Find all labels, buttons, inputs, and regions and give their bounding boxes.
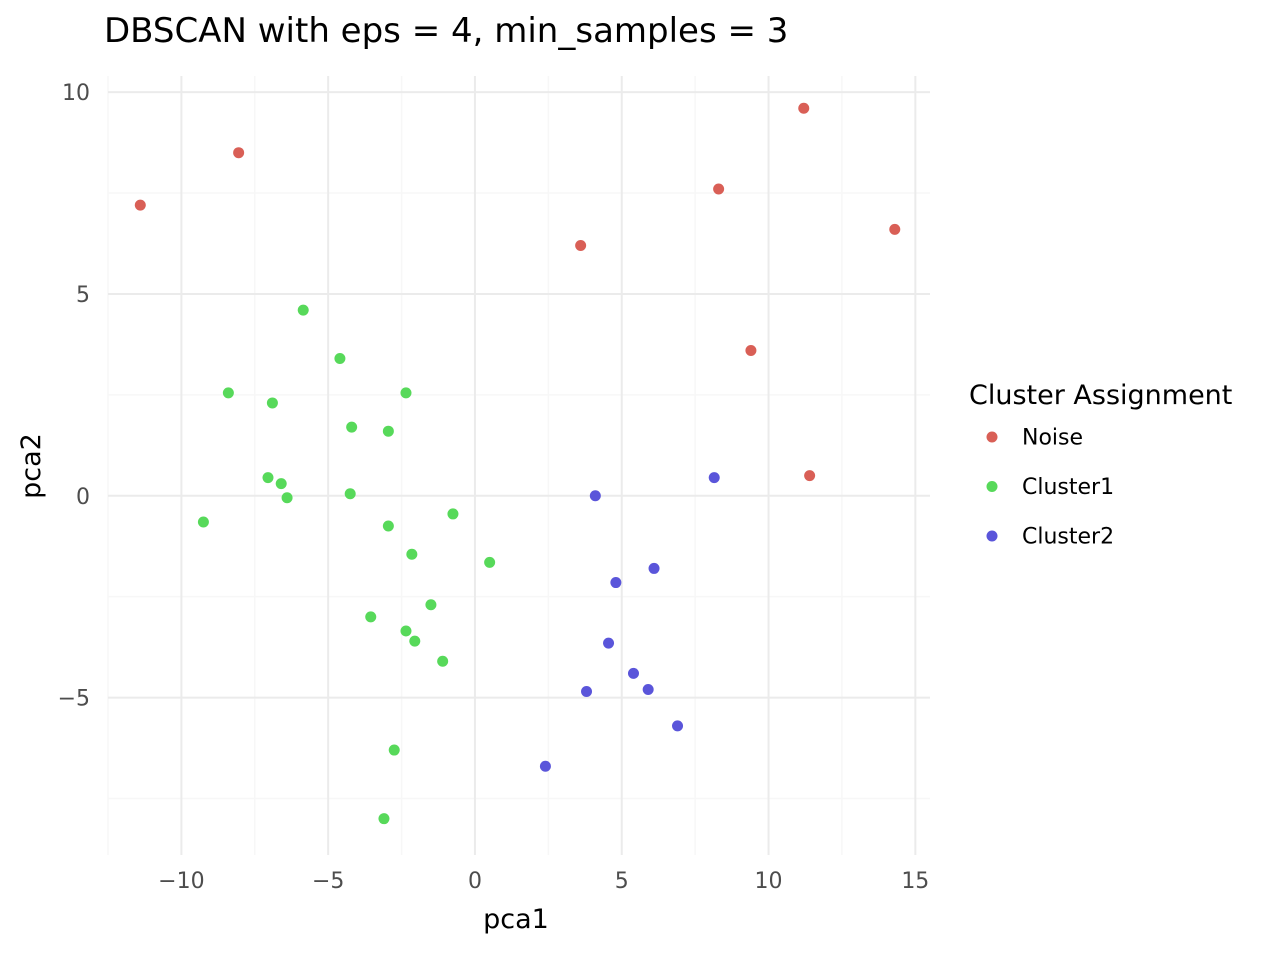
x-axis-title: pca1 [483,904,549,935]
chart-title: DBSCAN with eps = 4, min_samples = 3 [104,11,788,51]
data-point-cluster2 [708,472,720,484]
data-point-cluster1 [297,304,309,316]
data-point-cluster1 [281,492,293,504]
legend-title: Cluster Assignment [969,380,1232,411]
legend-key-cluster1 [986,481,998,492]
legend-key-cluster2 [986,530,998,542]
data-point-cluster1 [425,599,437,611]
x-tick-label: −10 [158,869,204,894]
data-point-cluster2 [610,577,622,589]
data-point-cluster1 [484,556,496,568]
data-point-cluster1 [400,387,412,399]
data-point-noise [798,102,810,114]
data-point-cluster1 [382,520,394,532]
data-point-cluster1 [275,478,287,490]
data-point-cluster1 [222,387,234,399]
grid [107,76,930,855]
data-point-cluster1 [262,472,274,484]
data-point-cluster1 [197,516,209,528]
data-point-noise [134,199,146,211]
y-axis-ticks: −5 0 5 10 [58,81,90,711]
data-point-cluster1 [388,744,400,756]
x-axis-ticks: −10 −5 0 5 10 15 [158,869,929,894]
y-axis-title: pca2 [16,433,47,499]
data-point-cluster2 [672,720,684,732]
x-tick-label: 15 [901,869,929,894]
data-point-noise [575,240,587,252]
legend-label-noise: Noise [1022,426,1083,451]
data-point-noise [233,147,245,159]
data-point-cluster2 [589,490,601,502]
y-tick-label: 5 [76,283,90,308]
data-point-cluster2 [581,686,593,698]
data-point-noise [804,470,816,482]
legend: Cluster Assignment Noise Cluster1 Cluster2 [969,380,1232,550]
x-tick-label: 10 [755,869,783,894]
data-point-cluster1 [447,508,459,520]
data-point-noise [713,183,725,195]
data-point-cluster1 [334,353,346,365]
data-point-cluster1 [378,813,390,825]
data-point-cluster2 [642,684,654,696]
data-point-cluster2 [648,562,660,574]
data-point-cluster1 [266,397,278,409]
data-point-cluster1 [437,655,449,667]
data-point-cluster1 [344,488,356,500]
x-tick-label: 5 [615,869,629,894]
legend-key-noise [986,431,998,443]
data-point-cluster1 [409,635,421,647]
data-point-cluster2 [603,637,615,649]
data-point-cluster1 [382,425,394,437]
data-point-cluster1 [400,625,412,637]
y-tick-label: −5 [58,687,90,712]
data-point-noise [745,344,757,356]
data-point-cluster1 [365,611,377,623]
y-tick-label: 10 [62,81,90,106]
legend-label-cluster1: Cluster1 [1022,475,1114,500]
data-point-cluster2 [627,667,639,679]
data-point-noise [889,223,901,235]
data-points [134,102,901,825]
data-point-cluster1 [406,548,418,560]
data-point-cluster1 [346,421,358,433]
x-tick-label: −5 [312,869,344,894]
x-tick-label: 0 [468,869,482,894]
data-point-cluster2 [539,760,551,772]
legend-label-cluster2: Cluster2 [1022,525,1114,550]
y-tick-label: 0 [76,485,90,510]
